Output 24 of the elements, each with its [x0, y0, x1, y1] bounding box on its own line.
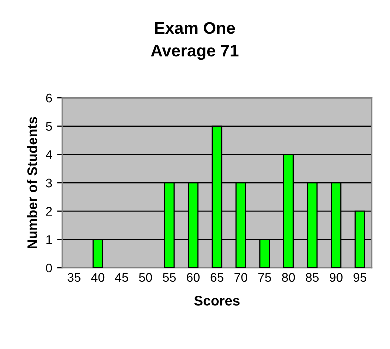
y-tick-label: 6 — [46, 94, 52, 103]
x-tick-label: 50 — [139, 273, 152, 282]
y-axis-title: Number of Students — [27, 117, 38, 248]
y-tick-label: 3 — [46, 178, 52, 188]
x-tick-label: 65 — [210, 273, 224, 282]
y-tick-label: 5 — [46, 122, 52, 132]
x-tick-label: 90 — [330, 273, 343, 282]
x-tick-label: 45 — [115, 273, 128, 282]
x-tick-label: 75 — [258, 273, 272, 282]
x-tick-label: 95 — [354, 273, 367, 282]
x-axis-title: Scores — [194, 296, 240, 306]
x-tick-label: 85 — [306, 273, 319, 282]
y-tick-label: 1 — [46, 236, 52, 244]
x-tick-label: 35 — [68, 273, 81, 282]
x-tick-label: 80 — [282, 273, 296, 282]
chart-subtitle: Average 71 — [151, 45, 239, 60]
x-tick-label: 60 — [187, 273, 200, 282]
y-tick-label: 2 — [46, 207, 52, 216]
x-tick-label: 70 — [234, 273, 248, 282]
chart-title: Exam One — [155, 22, 236, 34]
x-tick-label: 55 — [163, 273, 176, 282]
y-tick-label: 4 — [46, 150, 52, 160]
x-tick-label: 40 — [91, 273, 105, 282]
y-tick-label: 0 — [46, 264, 52, 273]
